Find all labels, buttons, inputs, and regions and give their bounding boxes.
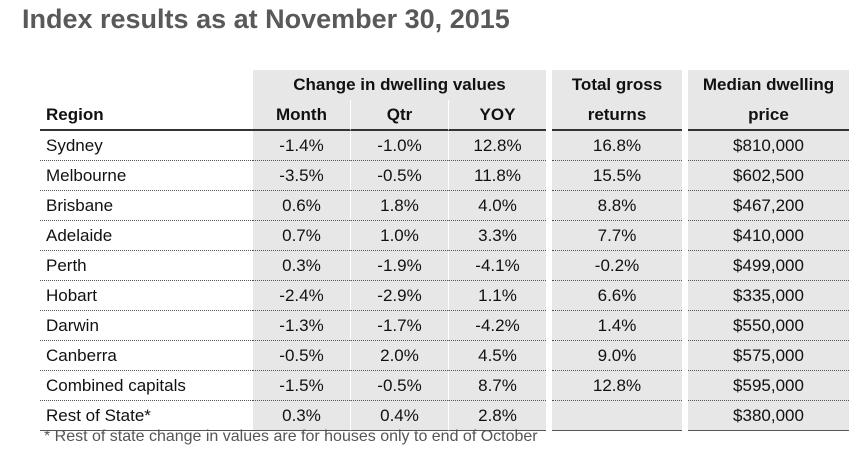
- cell-month: 0.7%: [253, 221, 350, 251]
- table-header-row-group: Change in dwelling values Total gross Me…: [40, 70, 849, 100]
- cell-yoy: -4.1%: [448, 251, 546, 281]
- cell-region: Perth: [40, 251, 253, 281]
- cell-month: 0.3%: [253, 401, 350, 431]
- cell-month: -1.3%: [253, 311, 350, 341]
- table-row: Rest of State* 0.3% 0.4% 2.8% $380,000: [40, 401, 849, 431]
- cell-median-price: $410,000: [688, 221, 849, 251]
- cell-month: 0.6%: [253, 191, 350, 221]
- cell-region: Melbourne: [40, 161, 253, 191]
- cell-total-gross-returns: 12.8%: [552, 371, 682, 401]
- cell-total-gross-returns: 16.8%: [552, 131, 682, 161]
- table-row: Combined capitals -1.5% -0.5% 8.7% 12.8% $595…: [40, 371, 849, 401]
- cell-month: -1.5%: [253, 371, 350, 401]
- cell-month: -1.4%: [253, 131, 350, 161]
- header-median-line1: Median dwelling: [688, 70, 849, 100]
- header-change-group: Change in dwelling values: [253, 70, 546, 100]
- cell-qtr: -1.9%: [350, 251, 448, 281]
- footnote: * Rest of state change in values are for…: [44, 428, 538, 445]
- cell-yoy: 3.3%: [448, 221, 546, 251]
- cell-median-price: $335,000: [688, 281, 849, 311]
- cell-yoy: 4.5%: [448, 341, 546, 371]
- cell-median-price: $499,000: [688, 251, 849, 281]
- cell-region: Brisbane: [40, 191, 253, 221]
- cell-total-gross-returns: [552, 401, 682, 431]
- cell-month: -3.5%: [253, 161, 350, 191]
- cell-region: Adelaide: [40, 221, 253, 251]
- cell-yoy: 12.8%: [448, 131, 546, 161]
- index-results-table: Change in dwelling values Total gross Me…: [40, 70, 849, 431]
- cell-region: Sydney: [40, 131, 253, 161]
- header-median-line2: price: [688, 100, 849, 131]
- cell-total-gross-returns: 9.0%: [552, 341, 682, 371]
- table-row: Hobart -2.4% -2.9% 1.1% 6.6% $335,000: [40, 281, 849, 311]
- cell-month: 0.3%: [253, 251, 350, 281]
- cell-median-price: $595,000: [688, 371, 849, 401]
- cell-qtr: 0.4%: [350, 401, 448, 431]
- header-empty: [40, 70, 253, 100]
- table-row: Perth 0.3% -1.9% -4.1% -0.2% $499,000: [40, 251, 849, 281]
- table-row: Melbourne -3.5% -0.5% 11.8% 15.5% $602,500: [40, 161, 849, 191]
- cell-qtr: -0.5%: [350, 371, 448, 401]
- cell-yoy: 1.1%: [448, 281, 546, 311]
- table-row: Canberra -0.5% 2.0% 4.5% 9.0% $575,000: [40, 341, 849, 371]
- header-total-line2: returns: [552, 100, 682, 131]
- header-region: Region: [40, 100, 253, 131]
- cell-yoy: 8.7%: [448, 371, 546, 401]
- cell-median-price: $380,000: [688, 401, 849, 431]
- table-row: Sydney -1.4% -1.0% 12.8% 16.8% $810,000: [40, 131, 849, 161]
- cell-yoy: -4.2%: [448, 311, 546, 341]
- cell-qtr: -2.9%: [350, 281, 448, 311]
- cell-qtr: 1.8%: [350, 191, 448, 221]
- table-row: Adelaide 0.7% 1.0% 3.3% 7.7% $410,000: [40, 221, 849, 251]
- cell-month: -2.4%: [253, 281, 350, 311]
- header-qtr: Qtr: [350, 100, 448, 131]
- cell-median-price: $467,200: [688, 191, 849, 221]
- cell-qtr: -1.0%: [350, 131, 448, 161]
- header-month: Month: [253, 100, 350, 131]
- cell-median-price: $810,000: [688, 131, 849, 161]
- cell-median-price: $602,500: [688, 161, 849, 191]
- table-header-row: Region Month Qtr YOY returns price: [40, 100, 849, 131]
- cell-median-price: $550,000: [688, 311, 849, 341]
- cell-region: Hobart: [40, 281, 253, 311]
- cell-yoy: 2.8%: [448, 401, 546, 431]
- table-row: Darwin -1.3% -1.7% -4.2% 1.4% $550,000: [40, 311, 849, 341]
- header-total-line1: Total gross: [552, 70, 682, 100]
- cell-total-gross-returns: 1.4%: [552, 311, 682, 341]
- cell-region: Combined capitals: [40, 371, 253, 401]
- table-body: Sydney -1.4% -1.0% 12.8% 16.8% $810,000 Melbou…: [40, 131, 849, 431]
- cell-total-gross-returns: 7.7%: [552, 221, 682, 251]
- cell-region: Rest of State*: [40, 401, 253, 431]
- table-row: Brisbane 0.6% 1.8% 4.0% 8.8% $467,200: [40, 191, 849, 221]
- cell-qtr: -0.5%: [350, 161, 448, 191]
- cell-total-gross-returns: -0.2%: [552, 251, 682, 281]
- header-yoy: YOY: [448, 100, 546, 131]
- cell-total-gross-returns: 15.5%: [552, 161, 682, 191]
- cell-total-gross-returns: 8.8%: [552, 191, 682, 221]
- cell-total-gross-returns: 6.6%: [552, 281, 682, 311]
- cell-month: -0.5%: [253, 341, 350, 371]
- cell-qtr: -1.7%: [350, 311, 448, 341]
- cell-qtr: 2.0%: [350, 341, 448, 371]
- cell-yoy: 4.0%: [448, 191, 546, 221]
- cell-qtr: 1.0%: [350, 221, 448, 251]
- cell-region: Darwin: [40, 311, 253, 341]
- cell-region: Canberra: [40, 341, 253, 371]
- cell-median-price: $575,000: [688, 341, 849, 371]
- cell-yoy: 11.8%: [448, 161, 546, 191]
- page-title: Index results as at November 30, 2015: [22, 4, 510, 34]
